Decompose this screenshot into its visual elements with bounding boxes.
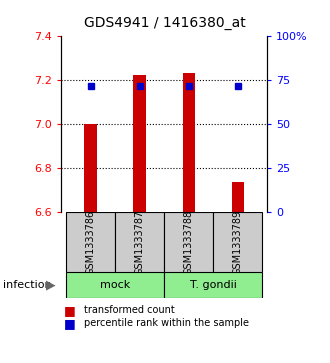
Bar	[164, 272, 262, 298]
Text: T. gondii: T. gondii	[190, 280, 237, 290]
Bar	[115, 212, 164, 272]
Text: transformed count: transformed count	[84, 305, 175, 315]
Bar	[232, 182, 244, 212]
Text: GDS4941 / 1416380_at: GDS4941 / 1416380_at	[84, 16, 246, 30]
Bar	[133, 75, 146, 212]
Text: infection: infection	[3, 280, 52, 290]
Bar	[84, 124, 97, 212]
Text: ■: ■	[64, 317, 76, 330]
Bar	[66, 212, 115, 272]
Text: percentile rank within the sample: percentile rank within the sample	[84, 318, 249, 328]
Bar	[164, 212, 213, 272]
Text: ■: ■	[64, 304, 76, 317]
Bar	[182, 73, 195, 212]
Bar	[213, 212, 262, 272]
Bar	[66, 272, 164, 298]
Text: GSM1333786: GSM1333786	[85, 210, 95, 275]
Text: GSM1333788: GSM1333788	[184, 210, 194, 275]
Text: ▶: ▶	[46, 278, 56, 291]
Text: GSM1333789: GSM1333789	[233, 210, 243, 275]
Text: GSM1333787: GSM1333787	[135, 210, 145, 275]
Text: mock: mock	[100, 280, 130, 290]
